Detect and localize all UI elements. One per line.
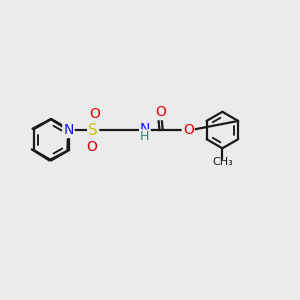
- Text: S: S: [88, 123, 98, 138]
- Text: H: H: [140, 130, 149, 143]
- Text: N: N: [63, 123, 74, 137]
- Text: N: N: [140, 122, 150, 136]
- Text: O: O: [183, 123, 194, 137]
- Text: O: O: [89, 106, 100, 121]
- Text: O: O: [86, 140, 97, 154]
- Text: CH₃: CH₃: [212, 158, 233, 167]
- Text: O: O: [155, 105, 166, 119]
